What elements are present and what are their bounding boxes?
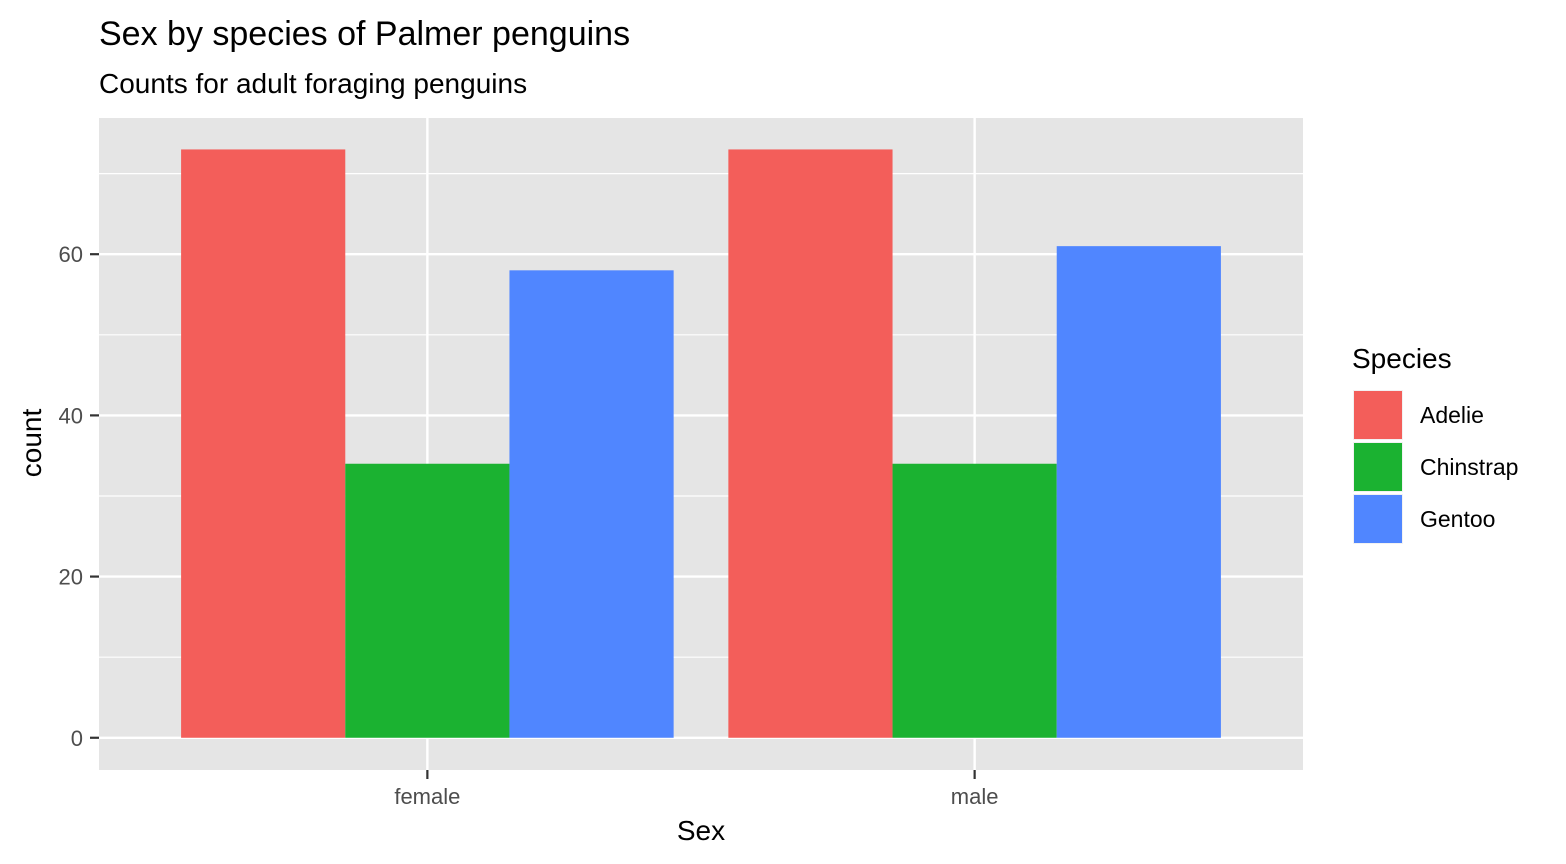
x-tick-label: male — [951, 784, 999, 809]
x-axis: female male — [394, 770, 998, 809]
bars — [181, 149, 1221, 738]
bar-adelie-female — [181, 149, 346, 738]
chart-title: Sex by species of Palmer penguins — [99, 15, 630, 53]
bar-gentoo-female — [509, 270, 674, 738]
bar-adelie-male — [728, 149, 893, 738]
y-tick-label: 20 — [59, 565, 83, 590]
y-tick-label: 40 — [59, 403, 83, 428]
x-tick-label: female — [394, 784, 460, 809]
legend: Species Adelie Chinstrap Gentoo — [1352, 343, 1518, 544]
chart-subtitle: Counts for adult foraging penguins — [99, 68, 527, 99]
legend-label-adelie: Adelie — [1420, 402, 1484, 428]
legend-label-chinstrap: Chinstrap — [1420, 454, 1518, 480]
y-axis-label: count — [16, 409, 47, 478]
bar-chinstrap-female — [345, 463, 510, 738]
y-tick-label: 60 — [59, 242, 83, 267]
y-axis: 0 20 40 60 — [59, 242, 99, 751]
bar-gentoo-male — [1056, 246, 1221, 738]
legend-key-chinstrap — [1354, 443, 1402, 491]
legend-key-adelie — [1354, 391, 1402, 439]
x-axis-label: Sex — [677, 815, 725, 846]
y-tick-label: 0 — [71, 726, 83, 751]
legend-title: Species — [1352, 343, 1452, 374]
legend-key-gentoo — [1354, 495, 1402, 543]
legend-label-gentoo: Gentoo — [1420, 506, 1495, 532]
bar-chinstrap-male — [892, 463, 1057, 738]
